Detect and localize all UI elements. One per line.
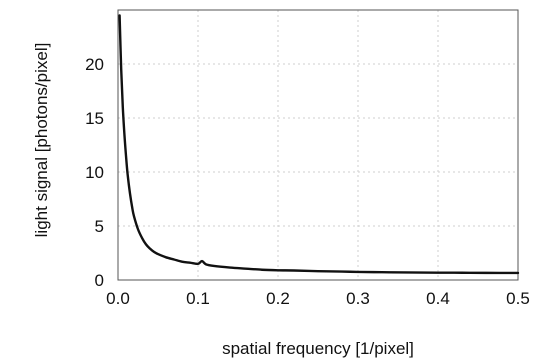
- y-tick-labels: 0 5 10 15 20: [85, 55, 104, 290]
- x-tick-label: 0.0: [106, 289, 130, 308]
- y-axis-title-line-2: light signal [photons/pixel]: [32, 43, 51, 238]
- y-tick-label: 20: [85, 55, 104, 74]
- y-tick-label: 15: [85, 109, 104, 128]
- y-tick-label: 5: [95, 217, 104, 236]
- x-tick-label: 0.3: [346, 289, 370, 308]
- x-axis-title: spatial frequency [1/pixel]: [222, 339, 414, 358]
- x-tick-label: 0.1: [186, 289, 210, 308]
- y-tick-label: 10: [85, 163, 104, 182]
- plot-frame: [117, 9, 519, 281]
- gridlines: [118, 10, 518, 280]
- y-tick-label: 0: [95, 271, 104, 290]
- x-tick-label: 0.4: [426, 289, 450, 308]
- x-tick-labels: 0.0 0.1 0.2 0.3 0.4 0.5: [106, 289, 530, 308]
- x-tick-label: 0.2: [266, 289, 290, 308]
- x-tick-label: 0.5: [506, 289, 530, 308]
- series-line: [118, 14, 520, 275]
